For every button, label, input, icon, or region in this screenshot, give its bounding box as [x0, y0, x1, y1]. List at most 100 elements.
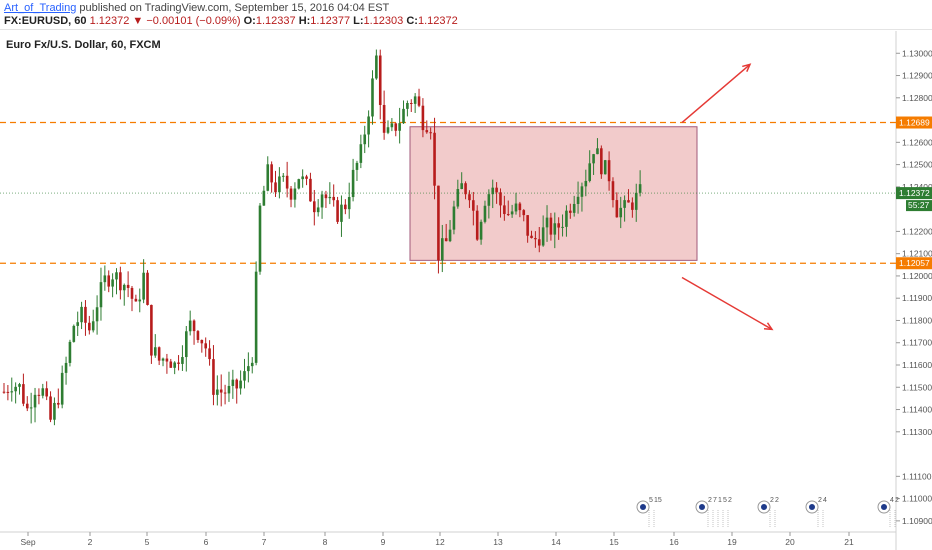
time-tick-label: 20 — [785, 537, 795, 547]
candle-body — [142, 272, 145, 300]
candle-body — [231, 379, 235, 386]
price-tick-label: 1.12900 — [902, 71, 932, 81]
time-tick-label: 14 — [551, 537, 561, 547]
level-price-label: 1.12057 — [899, 258, 930, 268]
candle-body — [57, 402, 60, 405]
candle-body — [10, 391, 14, 393]
candle-body — [409, 103, 413, 105]
candle-body — [289, 188, 293, 200]
candle-body — [165, 358, 169, 362]
price-tick-label: 1.12100 — [902, 249, 932, 259]
candle-body — [14, 386, 17, 392]
candle-body — [196, 331, 200, 340]
candle-body — [526, 215, 529, 236]
candle-body — [425, 130, 429, 133]
candle-body — [235, 379, 239, 389]
candle-body — [18, 384, 21, 387]
candle-body — [549, 217, 553, 235]
breakout-up-arrow — [681, 63, 751, 124]
candle-body — [192, 320, 196, 332]
candle-body — [592, 154, 595, 164]
candle-body — [375, 55, 378, 79]
candle-body — [111, 279, 114, 287]
publish-header: Art_of_Trading published on TradingView.… — [0, 0, 932, 30]
publish-info: Art_of_Trading published on TradingView.… — [4, 2, 389, 14]
event-count-label: 2 — [708, 497, 712, 504]
price-tick-label: 1.11000 — [902, 494, 932, 504]
candle-body — [347, 197, 351, 210]
candle-body — [37, 394, 41, 396]
candle-body — [41, 388, 45, 396]
event-flag-dot — [640, 504, 646, 510]
candle-body — [285, 175, 289, 189]
price-tick-label: 1.11600 — [902, 360, 932, 370]
candle-body — [216, 389, 219, 395]
candle-body — [212, 359, 215, 395]
candle-body — [320, 194, 324, 208]
candle-body — [107, 275, 111, 287]
candle-body — [305, 176, 308, 179]
event-count-label: 2 — [770, 497, 774, 504]
candle-body — [472, 200, 475, 211]
candle-body — [88, 322, 91, 331]
candle-body — [600, 148, 603, 175]
price-tick-label: 1.11800 — [902, 315, 932, 325]
candle-body — [468, 194, 471, 201]
candle-body — [223, 392, 227, 394]
symbol-info: FX:EURUSD, 60 1.12372 ▼ −0.00101 (−0.09%… — [4, 15, 458, 27]
price-tick-label: 1.13000 — [902, 48, 932, 58]
candle-body — [572, 203, 576, 213]
candle-body — [258, 205, 262, 272]
candle-body — [328, 196, 332, 199]
event-flag-dot — [699, 504, 705, 510]
candle-body — [119, 272, 122, 291]
candle-body — [254, 271, 258, 363]
candle-body — [386, 127, 390, 133]
candle-body — [200, 339, 204, 344]
candle-body — [371, 78, 374, 117]
arrow-head — [742, 63, 752, 73]
candle-body — [274, 182, 277, 193]
low-label: L: — [353, 15, 364, 27]
candle-body — [103, 275, 107, 283]
candle-body — [239, 380, 242, 389]
candle-body — [518, 203, 522, 211]
candle-body — [297, 179, 301, 189]
candle-body — [510, 211, 514, 215]
candle-body — [177, 362, 180, 364]
candle-body — [359, 144, 363, 163]
candle-body — [437, 185, 440, 261]
candle-body — [309, 178, 312, 202]
candle-body — [355, 162, 359, 170]
candle-body — [499, 192, 502, 206]
event-count-label: 2 — [818, 497, 822, 504]
author-link[interactable]: Art_of_Trading — [4, 2, 77, 14]
candle-body — [413, 96, 417, 104]
candle-body — [72, 325, 76, 342]
candle-body — [324, 194, 328, 199]
candle-body — [336, 200, 339, 222]
open-label: O: — [243, 15, 256, 27]
candle-body — [402, 108, 405, 124]
time-tick-label: 12 — [435, 537, 445, 547]
candle-body — [49, 396, 52, 420]
level-price-tag — [896, 257, 932, 270]
candle-body — [344, 204, 347, 210]
time-tick-label: 9 — [381, 537, 386, 547]
candle-body — [503, 205, 506, 215]
candle-body — [553, 223, 557, 235]
candle-body — [390, 123, 394, 128]
breakout-down-arrow — [681, 276, 773, 331]
candle-body — [80, 306, 83, 323]
price-tick-label: 1.11100 — [902, 471, 932, 481]
event-count-label: 1 — [718, 497, 722, 504]
candle-body — [603, 160, 607, 175]
candle-body — [270, 164, 273, 183]
range-box — [409, 126, 698, 261]
price-tick-label: 1.11400 — [902, 405, 932, 415]
event-flag-dot — [761, 504, 767, 510]
time-tick-label: 5 — [145, 537, 150, 547]
candle-body — [126, 284, 130, 288]
candle-body — [146, 272, 149, 305]
